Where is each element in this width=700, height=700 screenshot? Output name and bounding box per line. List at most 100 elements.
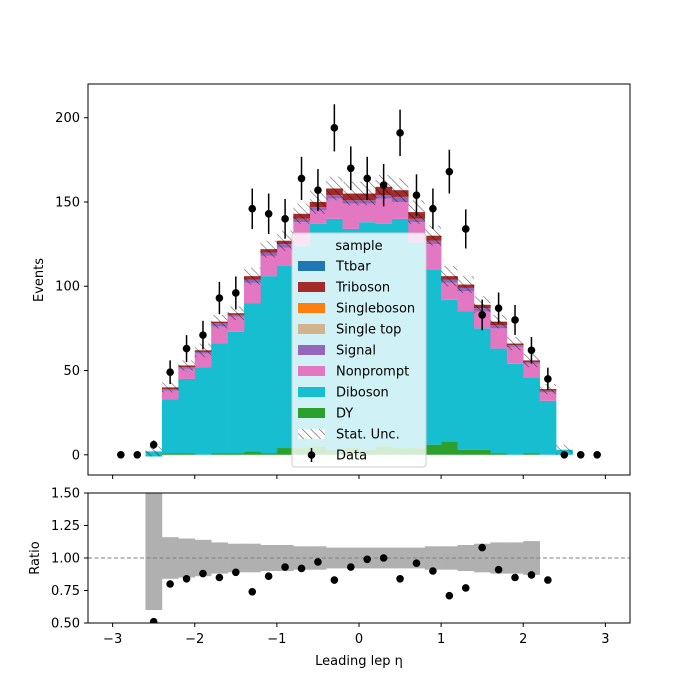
stat-unc-bin <box>161 382 179 393</box>
bar-dy <box>523 453 540 455</box>
data-points <box>117 104 601 459</box>
bar-diboson <box>194 367 212 455</box>
data-point <box>232 289 240 297</box>
bar-diboson <box>211 343 228 454</box>
legend-label-triboson: Triboson <box>335 281 390 296</box>
bar-nonprompt <box>326 198 343 219</box>
bar-dy <box>424 444 442 455</box>
ratio-plot-panel: 0.50 0.75 1.00 1.25 1.50 −3 −2 −1 0 1 2 3 Ratio Lea… <box>28 487 631 669</box>
data-point <box>363 174 372 183</box>
bar-diboson <box>178 378 196 454</box>
bar-diboson <box>523 377 540 454</box>
legend-label-single-top: Single top <box>336 323 401 338</box>
ratio-point <box>264 572 273 580</box>
main-plot-panel: 0 50 100 150 200 Events sample Ttbar Triboson S… <box>32 83 631 479</box>
bar-nonprompt <box>276 247 294 267</box>
data-point <box>527 346 536 355</box>
legend-swatch-singleboson <box>298 303 325 313</box>
data-point <box>396 129 404 137</box>
data-point <box>281 215 289 223</box>
stat-unc-bin <box>326 176 343 201</box>
stat-unc-bin <box>506 336 524 351</box>
bar-nonprompt <box>194 353 212 368</box>
ratio-unc-bin <box>293 546 311 570</box>
legend-swatch-ttbar <box>298 261 325 271</box>
data-point <box>166 368 174 376</box>
ratio-point <box>297 564 306 573</box>
data-point <box>264 209 273 218</box>
ratio-point <box>149 617 158 623</box>
ratio-point <box>412 559 421 567</box>
y-tick-label: 200 <box>55 111 80 126</box>
x-tick-label: −1 <box>267 632 286 647</box>
data-point <box>412 191 421 200</box>
bar-dy <box>276 448 294 455</box>
x-tick-label: 2 <box>519 632 527 647</box>
ratio-point <box>527 571 536 579</box>
bar-nonprompt <box>260 255 278 277</box>
data-point <box>379 181 388 189</box>
bar-nonprompt <box>375 198 393 224</box>
bar-nonprompt <box>424 244 442 270</box>
bar-dy <box>441 441 458 455</box>
y-tick-label: 0 <box>72 448 80 463</box>
bar-nonprompt <box>539 392 557 401</box>
x-axis-label: Leading lep η <box>315 654 403 669</box>
x-tick-label: 0 <box>355 632 363 647</box>
stat-unc-bin <box>457 276 474 293</box>
bar-diboson <box>260 276 278 454</box>
ratio-point <box>281 563 289 571</box>
ratio-unc-bin <box>260 545 278 571</box>
data-point <box>478 311 486 319</box>
bar-nonprompt <box>244 282 261 304</box>
bar-nonprompt <box>457 291 475 312</box>
bar-nonprompt <box>506 346 524 364</box>
ratio-point <box>544 576 552 584</box>
y-tick-label: 50 <box>63 364 80 379</box>
data-point <box>445 167 454 176</box>
bar-diboson <box>441 299 458 442</box>
legend-swatch-single-top <box>298 324 325 334</box>
data-point <box>544 375 552 383</box>
bar-nonprompt <box>359 203 376 223</box>
data-point <box>593 450 601 459</box>
ratio-unc-bin <box>227 543 245 573</box>
bar-dy <box>211 453 228 455</box>
ratio-point <box>330 576 339 584</box>
ratio-point <box>494 565 503 574</box>
data-point <box>199 331 207 339</box>
ratio-point <box>363 555 372 564</box>
ratio-y-tick-label: 0.50 <box>51 617 80 632</box>
stat-unc-bin <box>342 181 359 206</box>
bar-nonprompt <box>441 282 458 300</box>
legend-label-diboson: Diboson <box>336 386 389 401</box>
x-tick-label: −2 <box>185 632 204 647</box>
data-point <box>248 204 257 213</box>
ratio-point <box>461 584 470 592</box>
ratio-unc-bin <box>194 539 212 577</box>
x-tick-label: 1 <box>437 632 445 647</box>
legend-label-dy: DY <box>336 407 353 422</box>
ratio-unc-bin <box>473 543 491 573</box>
data-point <box>346 164 355 173</box>
legend: sample Ttbar Triboson Singleboson Single top… <box>291 232 427 468</box>
stat-unc-bin <box>178 360 195 371</box>
bar-nonprompt <box>342 203 360 229</box>
ratio-point <box>248 588 257 596</box>
bar-nonprompt <box>211 326 228 344</box>
ratio-y-tick-label: 1.50 <box>51 487 80 502</box>
ratio-unc-bin <box>506 542 524 574</box>
stat-unc-bin <box>293 203 310 224</box>
bar-diboson <box>244 303 261 452</box>
data-point <box>494 304 503 312</box>
legend-swatch-nonprompt <box>298 366 325 376</box>
ratio-point <box>215 573 224 582</box>
ratio-point <box>232 568 240 577</box>
legend-swatch-diboson <box>298 387 325 397</box>
ratio-point <box>445 591 454 600</box>
bar-nonprompt <box>178 368 196 379</box>
bar-nonprompt <box>227 316 245 332</box>
ratio-y-tick-label: 1.00 <box>51 552 80 567</box>
legend-label-data: Data <box>336 449 367 464</box>
